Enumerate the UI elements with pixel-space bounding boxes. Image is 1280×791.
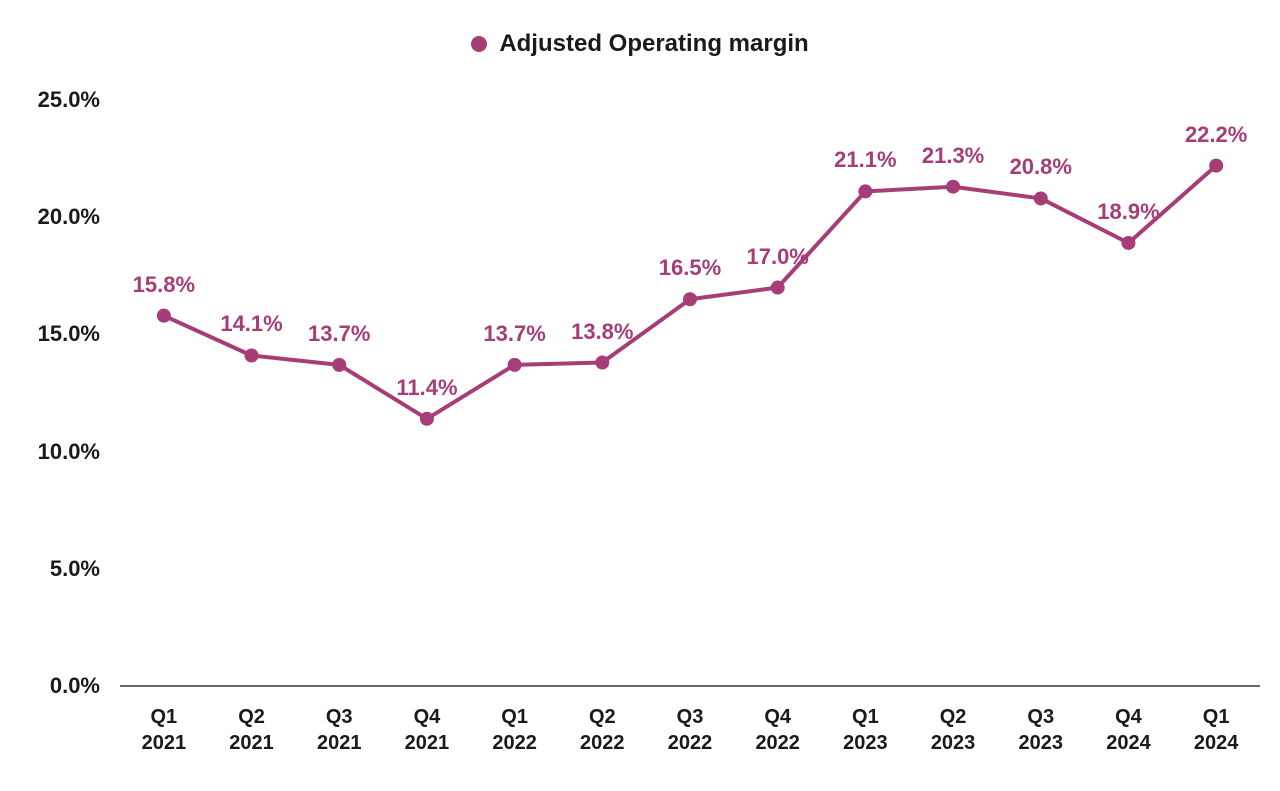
data-point-marker (771, 281, 785, 295)
x-axis-tick-label-quarter: Q1 (852, 706, 879, 729)
data-point-marker (420, 412, 434, 426)
y-axis-tick-label: 0.0% (0, 673, 100, 699)
x-axis-tick-label-quarter: Q1 (1203, 706, 1230, 729)
data-point-marker (508, 358, 522, 372)
x-axis-tick-label-quarter: Q4 (764, 706, 791, 729)
data-point-label: 16.5% (659, 255, 721, 281)
x-axis-tick-label-quarter: Q4 (414, 706, 441, 729)
data-point-marker (1209, 159, 1223, 173)
series-line (164, 166, 1216, 419)
data-point-label: 22.2% (1185, 122, 1247, 148)
x-axis-tick-label-year: 2021 (405, 732, 450, 755)
data-point-label: 11.4% (396, 375, 457, 401)
data-point-marker (1034, 191, 1048, 205)
data-point-marker (1121, 236, 1135, 250)
data-point-marker (332, 358, 346, 372)
x-axis-tick-label-year: 2022 (755, 732, 800, 755)
data-point-marker (595, 356, 609, 370)
line-chart-svg (0, 0, 1280, 791)
y-axis-tick-label: 15.0% (0, 321, 100, 347)
x-axis-tick-label-year: 2024 (1106, 732, 1151, 755)
data-point-label: 15.8% (133, 272, 195, 298)
x-axis-tick-label-quarter: Q3 (677, 706, 704, 729)
chart-container: Adjusted Operating margin 0.0%5.0%10.0%1… (0, 0, 1280, 791)
data-point-label: 13.7% (483, 321, 545, 347)
data-point-label: 17.0% (746, 244, 808, 270)
x-axis-tick-label-year: 2021 (317, 732, 362, 755)
data-point-marker (245, 348, 259, 362)
data-point-label: 21.3% (922, 143, 984, 169)
y-axis-tick-label: 10.0% (0, 439, 100, 465)
x-axis-tick-label-year: 2022 (668, 732, 713, 755)
x-axis-tick-label-quarter: Q1 (151, 706, 178, 729)
y-axis-tick-label: 5.0% (0, 556, 100, 582)
data-point-marker (157, 309, 171, 323)
x-axis-tick-label-year: 2022 (580, 732, 625, 755)
x-axis-tick-label-year: 2023 (843, 732, 888, 755)
data-point-label: 14.1% (220, 311, 282, 337)
y-axis-tick-label: 25.0% (0, 87, 100, 113)
data-point-label: 13.8% (571, 319, 633, 345)
x-axis-tick-label-year: 2022 (492, 732, 537, 755)
x-axis-tick-label-year: 2021 (142, 732, 187, 755)
data-point-marker (683, 292, 697, 306)
data-point-marker (946, 180, 960, 194)
x-axis-tick-label-quarter: Q2 (238, 706, 265, 729)
data-point-label: 20.8% (1010, 154, 1072, 180)
y-axis-tick-label: 20.0% (0, 204, 100, 230)
data-point-marker (858, 184, 872, 198)
x-axis-tick-label-quarter: Q4 (1115, 706, 1142, 729)
data-point-label: 21.1% (834, 147, 896, 173)
data-point-label: 13.7% (308, 321, 370, 347)
x-axis-tick-label-quarter: Q2 (589, 706, 616, 729)
data-point-label: 18.9% (1097, 199, 1159, 225)
x-axis-tick-label-quarter: Q3 (326, 706, 353, 729)
x-axis-tick-label-quarter: Q2 (940, 706, 967, 729)
x-axis-tick-label-year: 2023 (1019, 732, 1064, 755)
x-axis-tick-label-quarter: Q3 (1027, 706, 1054, 729)
x-axis-tick-label-year: 2021 (229, 732, 274, 755)
x-axis-tick-label-year: 2023 (931, 732, 976, 755)
x-axis-tick-label-quarter: Q1 (501, 706, 528, 729)
x-axis-tick-label-year: 2024 (1194, 732, 1239, 755)
